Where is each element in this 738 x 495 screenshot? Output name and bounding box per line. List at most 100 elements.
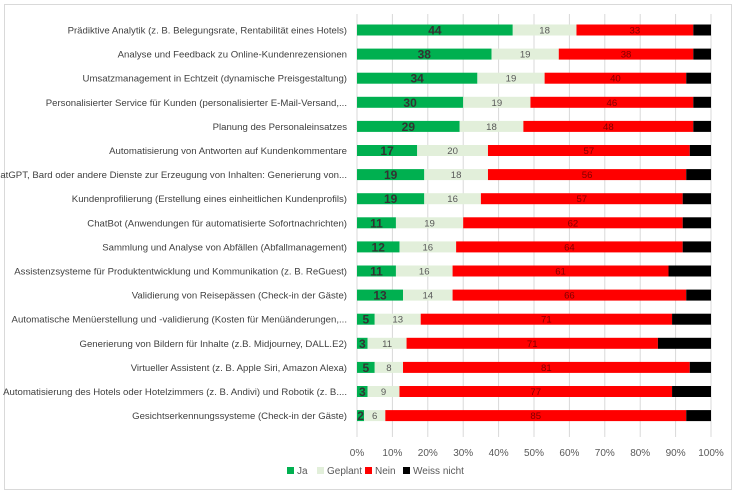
data-label: 5 [363, 361, 370, 375]
data-label: 56 [582, 170, 593, 181]
data-label: 19 [520, 50, 531, 61]
bar-segment-geplant [374, 361, 404, 373]
category-label: ChatGPT, Bard oder andere Dienste zur Er… [0, 170, 347, 181]
data-label: 19 [384, 192, 398, 206]
x-tick-label: 80% [630, 448, 650, 459]
bar-segment-nein [523, 120, 694, 132]
category-label: Virtueller Assistent (z. B. Apple Siri, … [131, 363, 347, 374]
category-label: ChatBot (Anwendungen für automatisierte … [87, 218, 347, 229]
data-label: 81 [541, 363, 552, 374]
bar-segment-weiss-nicht [672, 386, 711, 397]
data-label: 13 [373, 289, 387, 303]
data-label: 3 [359, 385, 366, 399]
bar-segment-weiss-nicht [693, 96, 711, 108]
data-label: 38 [621, 50, 632, 61]
category-label: Assistenzsysteme für Produktentwicklung … [14, 267, 347, 278]
data-label: 14 [422, 291, 433, 302]
bar-segment-nein [576, 24, 694, 36]
category-label: Personalisierter Service für Kunden (per… [46, 98, 347, 109]
x-tick-label: 90% [666, 448, 686, 459]
bar-segment-nein [487, 145, 690, 156]
bar-segment-ja [357, 145, 418, 156]
legend-label: Geplant [327, 466, 362, 477]
bar-segment-ja [357, 410, 365, 422]
category-label: Sammlung und Analyse von Abfällen (Abfal… [102, 242, 347, 253]
bar-segment-weiss-nicht [672, 313, 711, 325]
bar-segment-ja [357, 241, 400, 253]
bar-segment-geplant [374, 313, 421, 325]
data-label: 57 [584, 146, 595, 157]
bar-segment-ja [357, 217, 396, 229]
data-label: 64 [564, 242, 575, 253]
bar-segment-geplant [417, 145, 488, 156]
bar-segment-ja [357, 169, 425, 181]
data-label: 19 [506, 74, 517, 85]
data-label: 16 [447, 194, 458, 205]
x-tick-label: 10% [382, 448, 402, 459]
data-label: 18 [486, 122, 497, 133]
bar-segment-nein [399, 386, 673, 397]
bar-segment-geplant [395, 265, 453, 277]
data-label: 5 [363, 313, 370, 327]
bar-segment-geplant [367, 386, 400, 397]
data-label: 19 [384, 168, 398, 182]
category-label: Planung des Personaleinsatzes [213, 122, 348, 133]
data-label: 57 [576, 194, 587, 205]
legend-swatch [403, 467, 410, 474]
bar-segment-geplant [424, 169, 488, 181]
bar-segment-geplant [395, 217, 464, 229]
x-tick-label: 30% [453, 448, 473, 459]
bar-segment-weiss-nicht [689, 361, 711, 373]
data-label: 48 [603, 122, 614, 133]
category-label: Automatisierung von Antworten auf Kunden… [109, 146, 347, 157]
data-label: 19 [424, 218, 435, 229]
data-label: 19 [491, 98, 502, 109]
bar-segment-weiss-nicht [682, 217, 711, 229]
legend-swatch [317, 467, 324, 474]
bar-segment-weiss-nicht [682, 241, 711, 253]
bar-segment-weiss-nicht [668, 265, 711, 277]
bar-segment-weiss-nicht [693, 24, 711, 36]
data-label: 61 [555, 267, 566, 278]
data-label: 20 [447, 146, 458, 157]
category-label: Validierung von Reisepässen (Check-in de… [132, 291, 347, 302]
legend-label: Nein [375, 466, 396, 477]
bar-segment-geplant [367, 337, 407, 349]
data-label: 16 [419, 267, 430, 278]
bar-segment-ja [357, 193, 425, 205]
data-label: 85 [530, 411, 541, 422]
data-label: 71 [541, 315, 552, 326]
category-label: Analyse und Feedback zu Online-Kundenrez… [118, 50, 347, 61]
bar-segment-nein [558, 48, 694, 60]
bar-segment-geplant [399, 241, 457, 253]
bar-segment-weiss-nicht [686, 410, 711, 422]
data-label: 62 [568, 218, 579, 229]
bar-segment-geplant [477, 72, 545, 84]
bar-segment-nein [530, 96, 694, 108]
bar-segment-nein [452, 265, 669, 277]
data-label: 16 [422, 242, 433, 253]
bar-segment-ja [357, 96, 464, 108]
data-label: 17 [380, 144, 394, 158]
bar-segment-nein [456, 241, 683, 253]
data-label: 11 [370, 216, 383, 230]
legend-label: Weiss nicht [413, 466, 464, 477]
bar-segment-weiss-nicht [693, 48, 711, 60]
bar-segment-geplant [364, 410, 386, 422]
legend-label: Ja [297, 466, 308, 477]
bar-segment-ja [357, 361, 375, 373]
bar-segment-weiss-nicht [686, 169, 711, 181]
bar-segment-nein [480, 193, 683, 205]
bar-segment-nein [452, 289, 687, 301]
bar-segment-nein [420, 313, 673, 325]
bar-segment-nein [406, 337, 658, 349]
data-label: 18 [451, 170, 462, 181]
category-label: Umsatzmanagement in Echtzeit (dynamische… [83, 74, 347, 85]
bar-segment-nein [385, 410, 687, 422]
x-tick-label: 100% [698, 448, 724, 459]
data-label: 18 [539, 26, 550, 37]
category-label: Prädiktive Analytik (z. B. Belegungsrate… [68, 26, 347, 37]
bar-segment-ja [357, 313, 375, 325]
category-label: Automatische Menüerstellung und -validie… [12, 315, 347, 326]
data-label: 11 [382, 339, 392, 350]
